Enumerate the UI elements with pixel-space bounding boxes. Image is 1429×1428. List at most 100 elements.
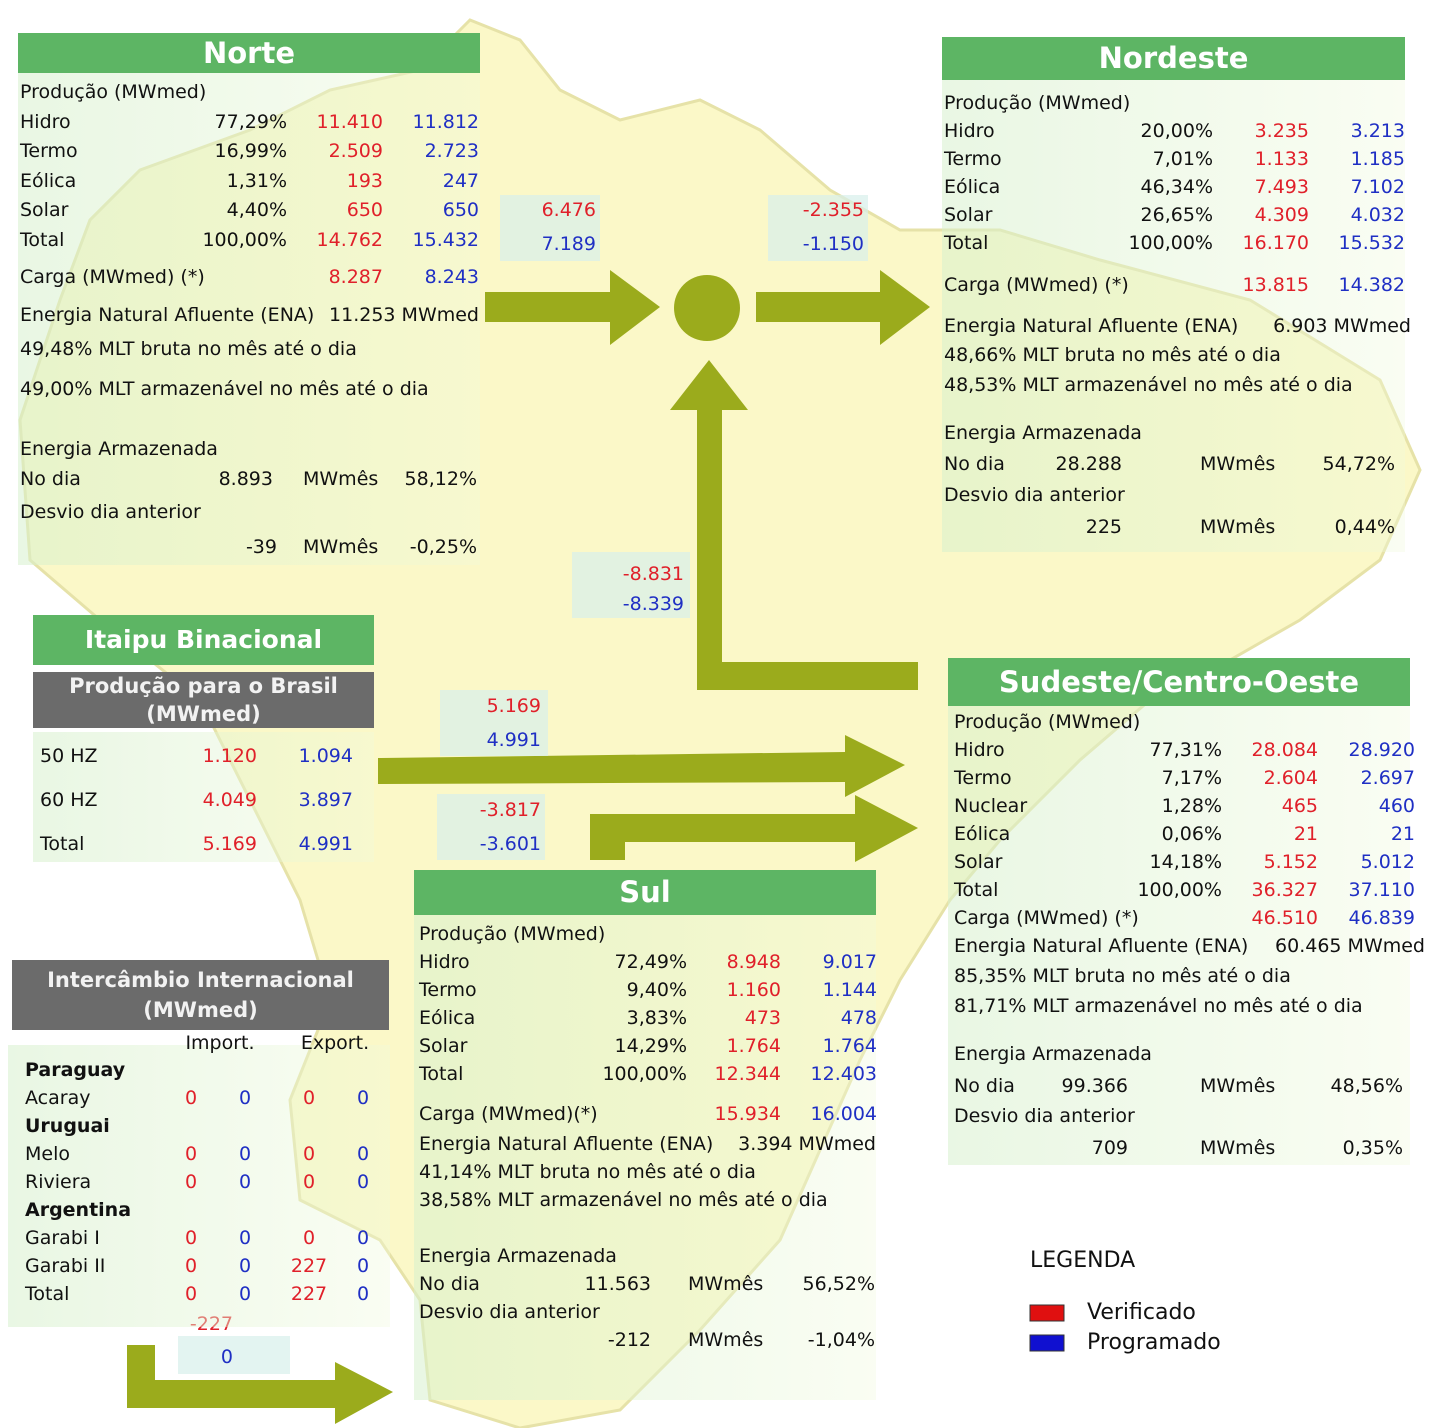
ena-label: Energia Natural Afluente (ENA)	[944, 315, 1239, 337]
deviation-value: -39	[245, 536, 277, 558]
arrow-norte	[485, 270, 660, 345]
verified-value: 7.493	[1254, 176, 1309, 198]
day-value: 28.288	[1055, 453, 1122, 475]
verified-value: 2.604	[1263, 767, 1318, 789]
share: 3,83%	[626, 1007, 687, 1029]
exchange-box	[500, 195, 600, 261]
unit: MWmês	[1200, 1075, 1276, 1097]
exchange-scheduled: -3.601	[479, 833, 541, 855]
deviation-label: Desvio dia anterior	[20, 501, 201, 523]
verified-value: 11.410	[316, 110, 383, 133]
ena-value: 11.253 MWmed	[329, 304, 479, 326]
day-label: No dia	[954, 1075, 1015, 1097]
verified-value: 28.084	[1251, 739, 1318, 761]
legend-verified-swatch	[1029, 1304, 1065, 1322]
day-value: 99.366	[1061, 1075, 1128, 1097]
exchange-scheduled: 0	[220, 1346, 233, 1368]
exchange-value: 0	[238, 1283, 252, 1305]
day-percent: 54,72%	[1322, 453, 1395, 475]
exchange-value: 0	[184, 1171, 198, 1193]
exchange-value: 0	[356, 1283, 370, 1305]
exchange-value: 0	[302, 1143, 316, 1165]
day-percent: 48,56%	[1330, 1075, 1403, 1097]
load-scheduled: 14.382	[1338, 274, 1405, 296]
source-name: Eólica	[20, 169, 77, 192]
day-label: No dia	[419, 1273, 480, 1295]
share: 100,00%	[1137, 879, 1222, 901]
mlt-gross: 48,66% MLT bruta no mês até o dia	[944, 344, 1281, 366]
load-label: Carga (MWmed)(*)	[419, 1103, 598, 1125]
load-verified: 15.934	[714, 1103, 781, 1125]
exchange-value: 0	[356, 1227, 370, 1249]
exchange-verified: -8.831	[622, 563, 684, 585]
region-panel	[18, 73, 480, 565]
scheduled-value: 4.991	[298, 833, 353, 855]
day-label: No dia	[944, 453, 1005, 475]
section-label: Produção (MWmed)	[944, 92, 1131, 114]
deviation-percent: -1,04%	[807, 1329, 875, 1351]
legend-scheduled: Programado	[1087, 1330, 1221, 1355]
exchange-box	[768, 195, 868, 261]
region-title: Norte	[18, 33, 480, 73]
source-name: Hidro	[954, 739, 1005, 761]
deviation-label: Desvio dia anterior	[944, 484, 1125, 506]
scheduled-value: 3.213	[1350, 120, 1405, 142]
exchange-value: 0	[356, 1143, 370, 1165]
source-name: Hidro	[944, 120, 995, 142]
exchange-box	[178, 1336, 290, 1374]
verified-value: 5.152	[1263, 851, 1318, 873]
source-name: Solar	[419, 1035, 468, 1057]
plant: Garabi I	[25, 1227, 100, 1249]
share: 26,65%	[1140, 204, 1213, 226]
unit: MWmês	[1200, 453, 1276, 475]
scheduled-value: 12.403	[810, 1063, 877, 1085]
scheduled-value: 247	[442, 169, 479, 192]
share: 100,00%	[602, 1063, 687, 1085]
scheduled-value: 478	[840, 1007, 877, 1029]
exchange-value: 0	[184, 1283, 198, 1305]
verified-value: 4.309	[1254, 204, 1309, 226]
share: 16,99%	[214, 140, 287, 162]
load-verified: 13.815	[1242, 274, 1309, 296]
section-label: Produção (MWmed)	[20, 81, 207, 103]
verified-value: 2.509	[328, 140, 383, 162]
share: 0,06%	[1161, 823, 1222, 845]
share: 20,00%	[1140, 120, 1213, 142]
source-name: Solar	[20, 199, 69, 221]
verified-value: 4.049	[202, 789, 257, 811]
day-value: 11.563	[584, 1273, 651, 1295]
exchange-value: 0	[184, 1227, 198, 1249]
verified-value: 1.764	[726, 1035, 781, 1057]
share: 77,31%	[1149, 739, 1222, 761]
scheduled-value: 460	[1378, 795, 1415, 817]
arrow-itaipu	[378, 735, 905, 797]
scheduled-value: 1.185	[1350, 148, 1405, 170]
country: Paraguay	[25, 1059, 126, 1081]
mlt-gross: 49,48% MLT bruta no mês até o dia	[20, 338, 357, 360]
unit: MWmês	[1200, 1137, 1276, 1159]
day-label: No dia	[20, 468, 81, 490]
unit: MWmês	[688, 1329, 764, 1351]
mlt-storable: 49,00% MLT armazenável no mês até o dia	[20, 378, 429, 400]
exchange-value: 0	[184, 1255, 198, 1277]
source-name: Hidro	[419, 951, 470, 973]
stored-title: Energia Armazenada	[419, 1245, 617, 1267]
plant: Riviera	[25, 1171, 92, 1193]
frequency: 50 HZ	[40, 745, 98, 767]
source-name: Termo	[954, 767, 1012, 789]
share: 7,01%	[1152, 148, 1213, 170]
exchange-box	[437, 794, 545, 860]
international-title: Intercâmbio Internacional (MWmed)	[12, 960, 389, 1030]
exchange-scheduled: 7.189	[541, 233, 596, 255]
region-panel	[942, 80, 1405, 552]
verified-value: 1.120	[202, 745, 257, 767]
scheduled-value: 3.897	[298, 789, 353, 811]
ena-value: 60.465 MWmed	[1275, 935, 1425, 957]
plant: Acaray	[25, 1087, 91, 1109]
itaipu-panel	[33, 732, 374, 862]
plant: Melo	[25, 1143, 70, 1165]
source-name: Eólica	[944, 176, 1001, 198]
ena-value: 6.903 MWmed	[1273, 315, 1411, 337]
itaipu-subtitle: Produção para o Brasil (MWmed)	[33, 672, 374, 728]
share: 72,49%	[614, 951, 687, 973]
